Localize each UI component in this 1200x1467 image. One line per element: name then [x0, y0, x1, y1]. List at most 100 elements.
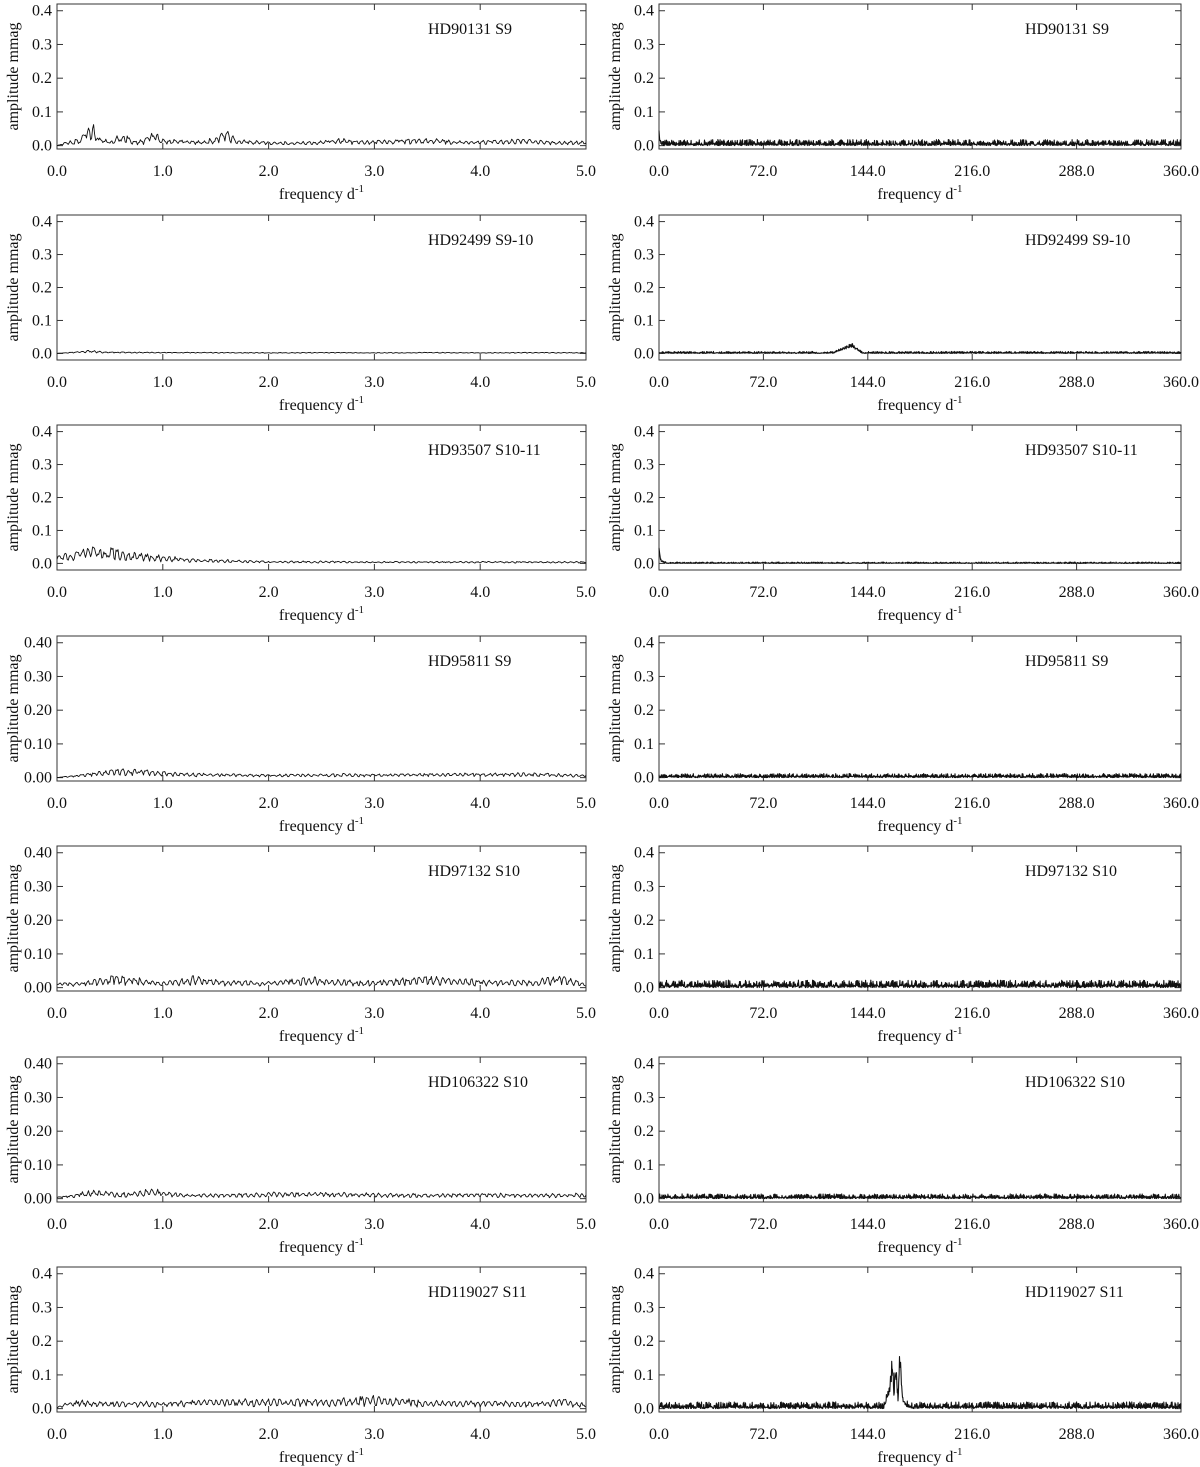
panel-title: HD95811 S9 [1025, 653, 1108, 670]
x-tick-label: 72.0 [749, 163, 777, 180]
x-tick-label: 360.0 [1163, 584, 1199, 601]
x-tick-label: 1.0 [153, 1005, 173, 1022]
x-tick-label: 144.0 [850, 1005, 886, 1022]
y-axis-label: amplitude mmag [5, 865, 22, 973]
x-tick-label: 1.0 [153, 163, 173, 180]
y-tick-label: 0.1 [32, 1367, 52, 1384]
x-tick-label: 0.0 [47, 1005, 67, 1022]
x-tick-label: 360.0 [1163, 163, 1199, 180]
x-tick-label: 0.0 [47, 1216, 67, 1233]
x-tick-label: 144.0 [850, 795, 886, 812]
y-tick-label: 0.0 [32, 138, 52, 155]
periodogram-trace [658, 130, 1182, 147]
x-axis-label-text: frequency [279, 186, 347, 203]
y-axis-label: amplitude mmag [5, 1286, 22, 1394]
y-tick-label: 0.4 [32, 424, 52, 441]
x-tick-label: 3.0 [364, 163, 384, 180]
y-tick-label: 0.2 [32, 490, 52, 507]
plot-frame [56, 845, 587, 992]
y-tick-label: 0.0 [634, 980, 654, 997]
x-tick-label: 4.0 [470, 584, 490, 601]
x-tick-label: 5.0 [576, 1216, 596, 1233]
x-tick-label: 216.0 [954, 163, 990, 180]
y-tick-label: 0.0 [634, 1191, 654, 1208]
x-tick-label: 5.0 [576, 374, 596, 391]
x-axis-label: frequency d-1 [279, 183, 364, 203]
x-tick-label: 0.0 [47, 584, 67, 601]
panel-title: HD92499 S9-10 [428, 232, 533, 249]
chart-panel-1: 0.0 0.1 0.2 0.3 0.4 0.0 1.0 2.0 3.0 4.0 5.0 frequen… [5, 3, 596, 203]
y-tick-label: 0.2 [634, 702, 654, 719]
y-axis-label: amplitude mmag [5, 1076, 22, 1184]
x-axis-label-text: frequency [279, 818, 347, 835]
y-axis-label: amplitude mmag [607, 1076, 624, 1184]
panel-title: HD106322 S10 [1025, 1074, 1125, 1091]
x-tick-label: 0.0 [649, 374, 669, 391]
plot-frame [658, 845, 1182, 992]
periodogram-trace [56, 1188, 587, 1199]
y-tick-label: 0.0 [32, 555, 52, 572]
x-tick-label: 72.0 [749, 1216, 777, 1233]
y-tick-label: 0.3 [32, 457, 52, 474]
x-axis-label-exponent: -1 [355, 1446, 364, 1458]
x-tick-label: 5.0 [576, 1005, 596, 1022]
panel-title: HD92499 S9-10 [1025, 232, 1130, 249]
x-tick-label: 2.0 [259, 795, 279, 812]
y-tick-label: 0.2 [634, 1333, 654, 1350]
y-axis-label: amplitude mmag [5, 234, 22, 342]
panel-title: HD95811 S9 [428, 653, 511, 670]
x-tick-label: 144.0 [850, 374, 886, 391]
x-axis-label-exponent: -1 [953, 1025, 962, 1037]
y-tick-label: 0.20 [24, 1123, 52, 1140]
y-tick-label: 0.3 [32, 247, 52, 264]
y-tick-label: 0.10 [24, 736, 52, 753]
y-tick-label: 0.0 [634, 345, 654, 362]
y-tick-label: 0.3 [634, 1299, 654, 1316]
periodogram-trace [658, 547, 1182, 564]
y-tick-label: 0.4 [634, 424, 654, 441]
panel-title: HD93507 S10-11 [1025, 442, 1138, 459]
x-tick-label: 0.0 [649, 584, 669, 601]
x-tick-label: 288.0 [1059, 795, 1095, 812]
y-tick-label: 0.0 [634, 1401, 654, 1418]
periodogram-trace [56, 349, 587, 354]
x-axis-label: frequency d-1 [877, 183, 962, 203]
plot-frame [56, 1056, 587, 1203]
x-axis-label: frequency d-1 [877, 1025, 962, 1045]
x-axis-label-unit: d [945, 818, 953, 835]
y-tick-label: 0.1 [32, 104, 52, 121]
chart-panel-5: 0.0 0.1 0.2 0.3 0.4 0.0 1.0 2.0 3.0 4.0 5.0 frequen… [5, 424, 596, 624]
x-axis-label-unit: d [945, 1028, 953, 1045]
y-axis-label: amplitude mmag [5, 655, 22, 763]
x-axis-label: frequency d-1 [279, 1236, 364, 1256]
x-tick-label: 360.0 [1163, 1005, 1199, 1022]
chart-panel-8: 0.0 0.1 0.2 0.3 0.4 0.0 72.0 144.0 216.0 288.0 360… [607, 635, 1199, 835]
x-axis-label-text: frequency [279, 1028, 347, 1045]
x-axis-label-exponent: -1 [355, 815, 364, 827]
y-tick-label: 0.2 [634, 1123, 654, 1140]
x-axis-label-exponent: -1 [355, 604, 364, 616]
x-axis-label: frequency d-1 [279, 815, 364, 835]
x-axis-label-unit: d [347, 186, 355, 203]
x-tick-label: 1.0 [153, 584, 173, 601]
y-tick-label: 0.2 [32, 280, 52, 297]
x-tick-label: 0.0 [47, 374, 67, 391]
x-tick-label: 216.0 [954, 795, 990, 812]
y-tick-label: 0.1 [634, 104, 654, 121]
x-tick-label: 5.0 [576, 1426, 596, 1443]
x-tick-label: 0.0 [649, 1216, 669, 1233]
y-tick-label: 0.3 [634, 247, 654, 264]
x-axis-label-unit: d [347, 1028, 355, 1045]
x-axis-label-exponent: -1 [953, 183, 962, 195]
x-tick-label: 72.0 [749, 1426, 777, 1443]
y-tick-label: 0.1 [634, 736, 654, 753]
x-tick-label: 2.0 [259, 1216, 279, 1233]
x-tick-label: 4.0 [470, 1216, 490, 1233]
y-tick-label: 0.1 [634, 946, 654, 963]
periodogram-trace [658, 1356, 1182, 1410]
y-tick-label: 0.20 [24, 912, 52, 929]
x-tick-label: 72.0 [749, 374, 777, 391]
panel-title: HD93507 S10-11 [428, 442, 541, 459]
y-axis-label: amplitude mmag [607, 1286, 624, 1394]
